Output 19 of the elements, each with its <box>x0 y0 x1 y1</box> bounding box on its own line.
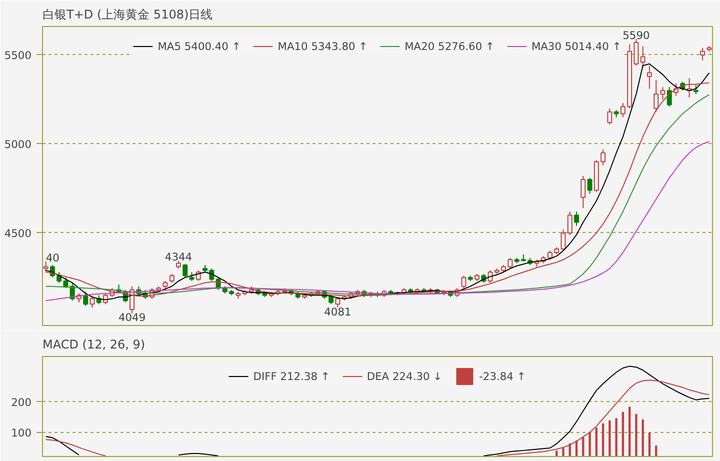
legend-label: DEA 224.30 ↓ <box>366 370 442 382</box>
annotation: 40 <box>46 251 60 264</box>
y-tick-label: 200 <box>11 396 32 409</box>
annotation: 4344 <box>164 250 192 264</box>
y-tick-label: 4500 <box>4 226 32 240</box>
chart-title: 白银T+D (上海黄金 5108)日线 <box>42 8 213 22</box>
legend-label: MA30 5014.40 ↑ <box>531 40 622 52</box>
annotation: 4081 <box>324 306 352 319</box>
y-tick-label: 100 <box>11 426 32 440</box>
legend-label: DIFF 212.38 ↑ <box>253 370 330 382</box>
annotation: 5590 <box>622 28 650 42</box>
legend-label: MA20 5276.60 ↑ <box>404 40 494 52</box>
legend-label: MA10 5343.80 ↑ <box>278 40 368 52</box>
legend-label: MA5 5400.40 ↑ <box>158 40 241 52</box>
y-tick-label: 5000 <box>4 138 32 151</box>
chart-title: MACD (12, 26, 9) <box>42 338 146 352</box>
legend-label: -23.84 ↑ <box>479 370 526 382</box>
y-tick-label: 5500 <box>4 48 32 62</box>
annotation: 4049 <box>118 311 146 324</box>
